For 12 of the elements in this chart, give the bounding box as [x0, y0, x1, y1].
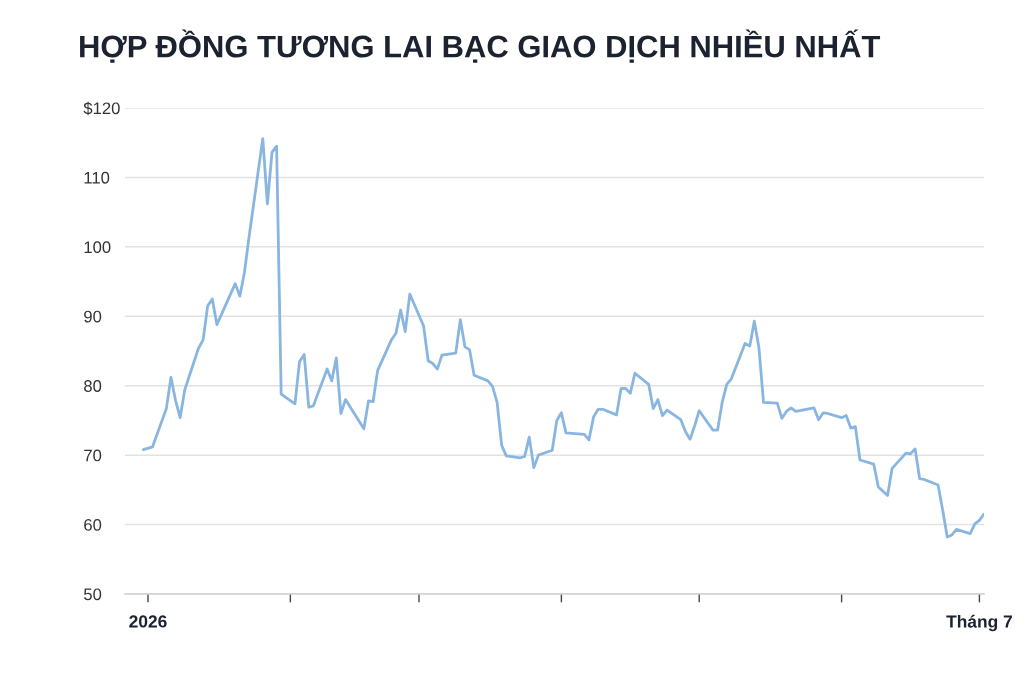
y-tick-label: 110 [84, 171, 110, 184]
y-tick-label: 90 [84, 310, 102, 323]
chart-title: HỢP ĐỒNG TƯƠNG LAI BẠC GIAO DỊCH NHIỀU NHẤT [80, 29, 881, 63]
x-tick-label: Tháng 7 [946, 614, 1012, 632]
y-tick-label: 60 [84, 518, 102, 531]
y-tick-label: 80 [84, 380, 102, 392]
y-tick-label: 100 [84, 241, 111, 254]
y-tick-label: 70 [84, 449, 102, 462]
y-tick-label: $120 [83, 101, 120, 116]
x-tick-label: 2026 [129, 615, 167, 628]
line-series [141, 137, 984, 539]
y-tick-label: 50 [84, 588, 102, 601]
